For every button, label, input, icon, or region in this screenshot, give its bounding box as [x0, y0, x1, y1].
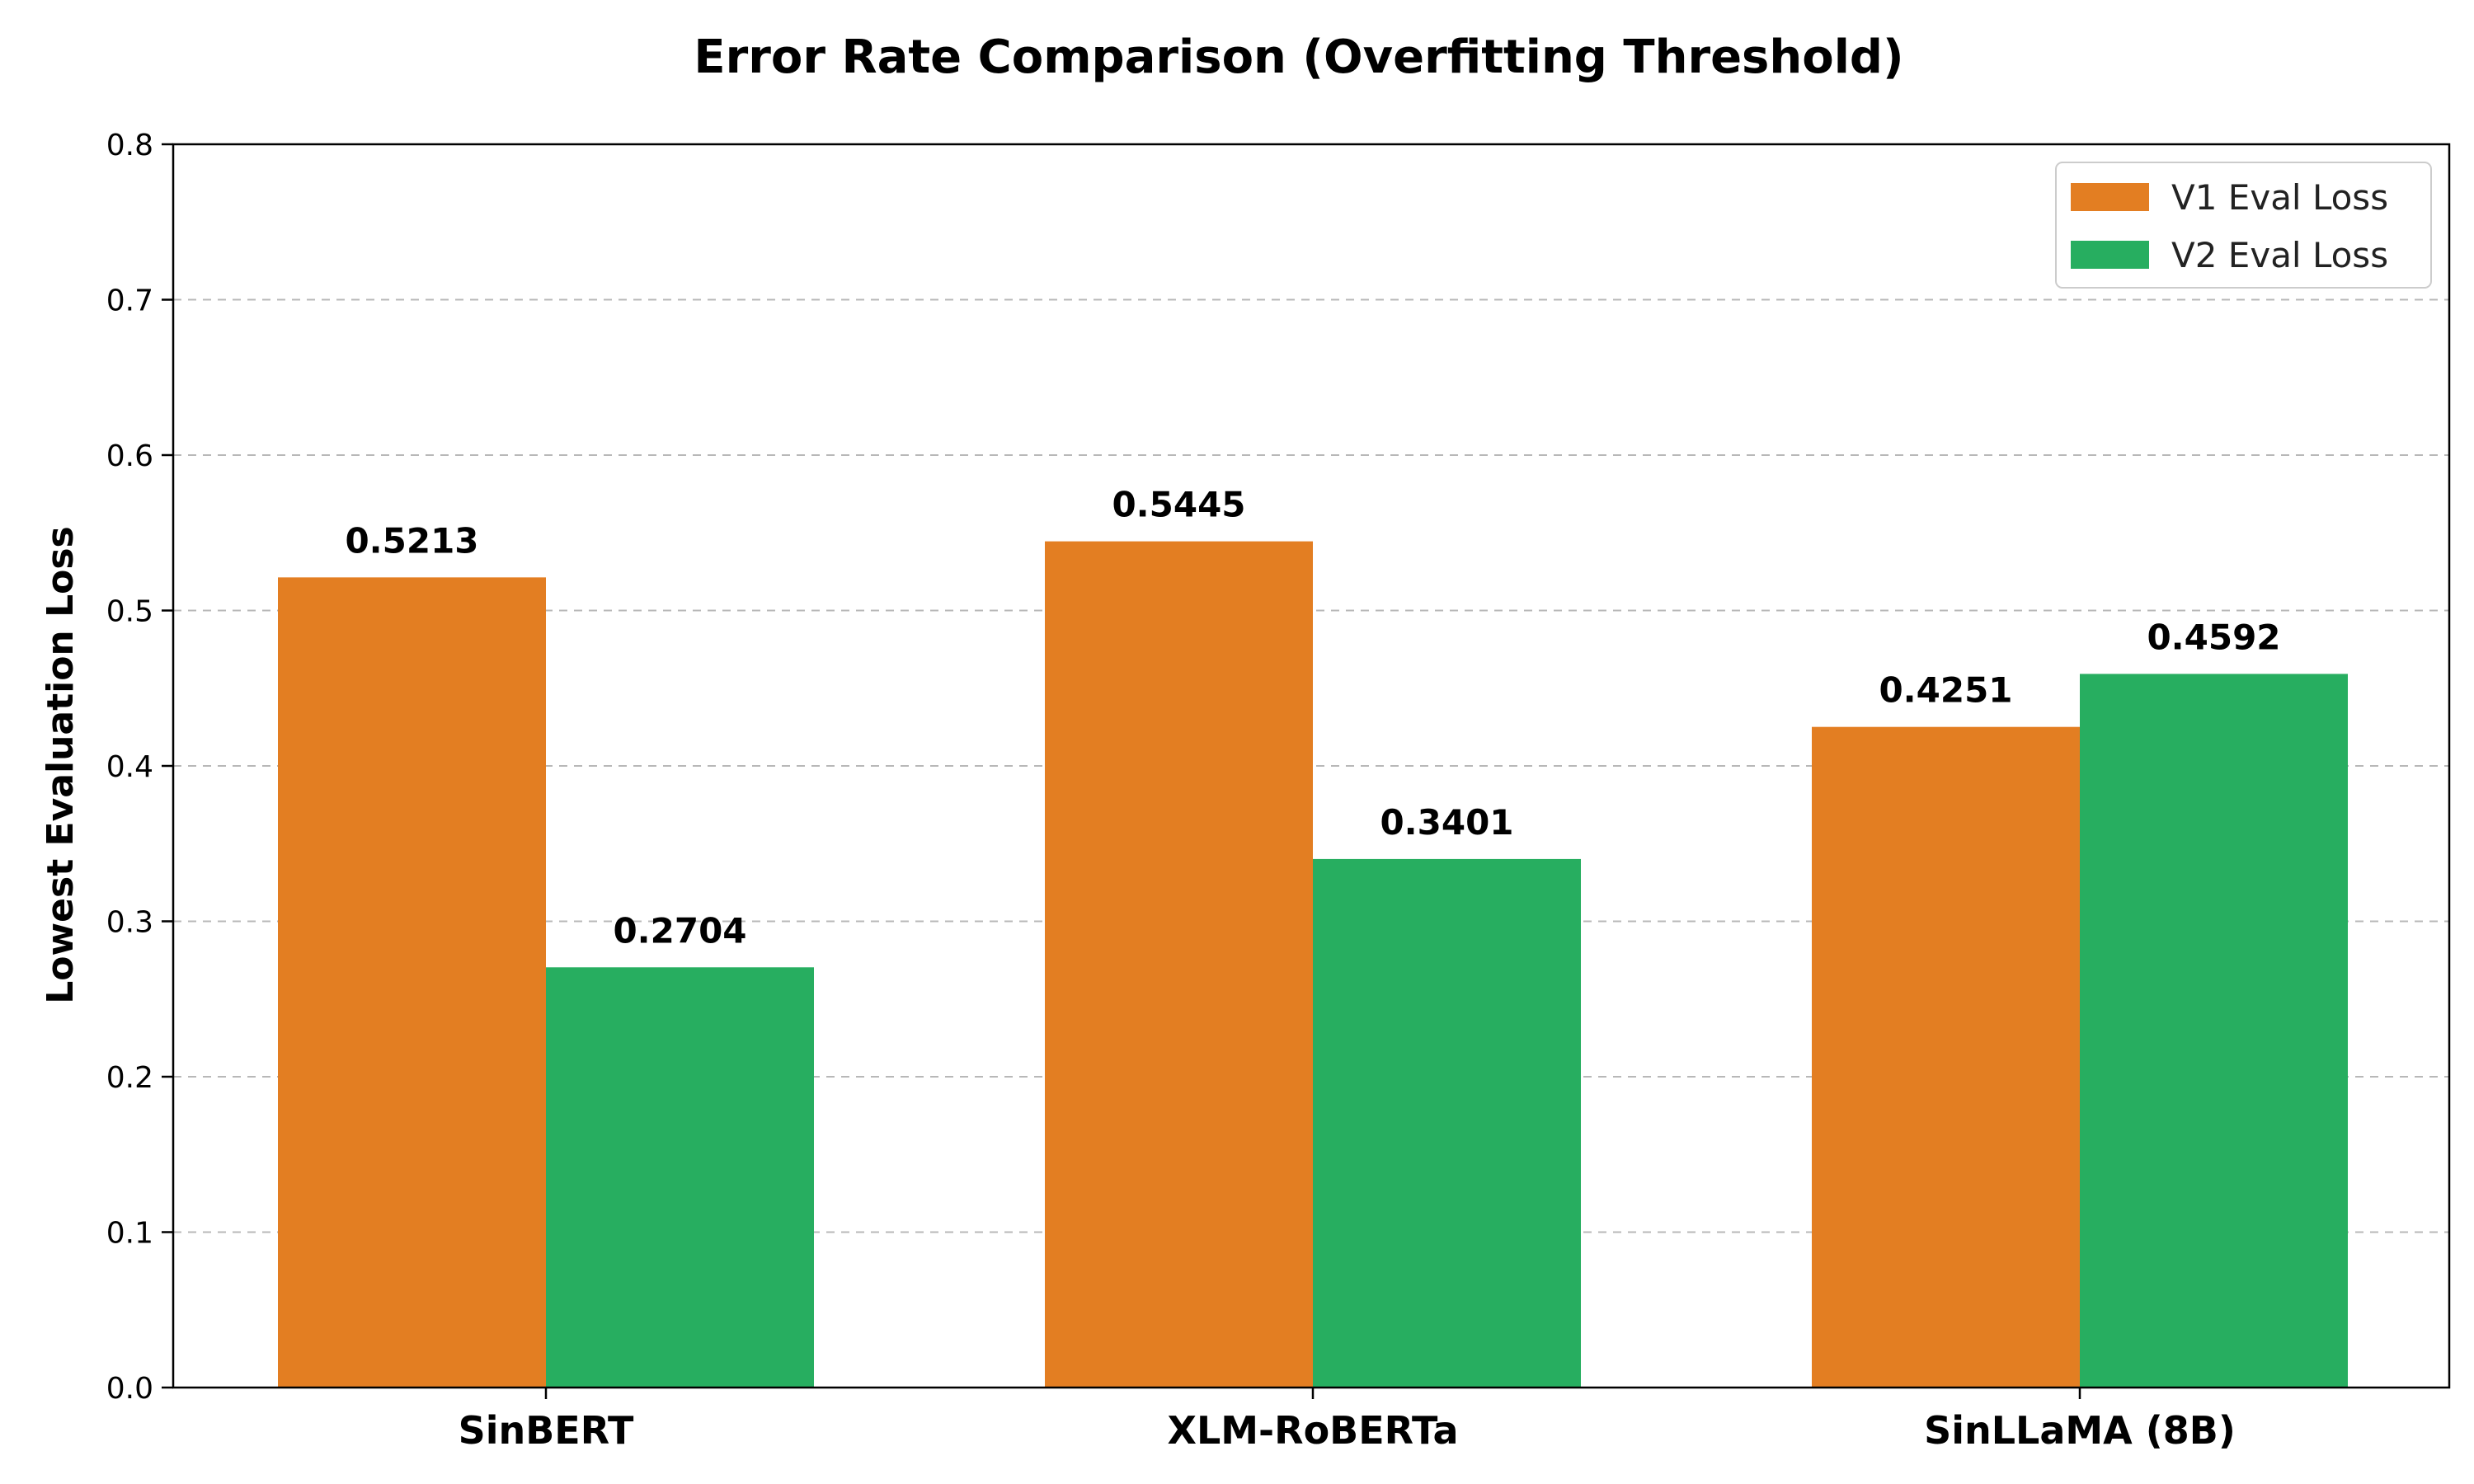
legend-label: V1 Eval Loss — [2171, 177, 2388, 218]
y-tick-label: 0.5 — [106, 595, 153, 629]
legend: V1 Eval Loss V2 Eval Loss — [2055, 162, 2432, 289]
bar-v1-eval-loss-2 — [1045, 541, 1313, 1388]
value-labels: 0.5213 0.2704 0.5445 0.3401 0.4251 0.4592 — [345, 485, 2280, 951]
y-tick-label: 0.8 — [106, 129, 153, 162]
x-tick-label: XLM-RoBERTa — [1168, 1408, 1459, 1453]
x-axis-ticks: SinBERT XLM-RoBERTa SinLLaMA (8B) — [459, 1388, 2236, 1453]
bar-v2-eval-loss-1 — [546, 967, 814, 1388]
y-tick-label: 0.4 — [106, 750, 153, 784]
legend-label: V2 Eval Loss — [2171, 235, 2388, 275]
value-label: 0.2704 — [613, 910, 746, 951]
value-label: 0.5445 — [1112, 485, 1245, 525]
y-tick-label: 0.7 — [106, 284, 153, 318]
bar-v1-eval-loss-1 — [278, 577, 546, 1388]
y-tick-label: 0.3 — [106, 906, 153, 940]
y-tick-label: 0.2 — [106, 1061, 153, 1095]
y-tick-label: 0.6 — [106, 439, 153, 473]
legend-box — [2055, 162, 2432, 289]
bar-v1-eval-loss-3 — [1812, 726, 2080, 1388]
bar-v2-eval-loss-3 — [2080, 674, 2348, 1388]
bar-v2-eval-loss-2 — [1313, 858, 1581, 1388]
bars — [278, 541, 2348, 1388]
legend-swatch — [2071, 183, 2149, 211]
value-label: 0.4251 — [1879, 670, 2012, 711]
y-axis-ticks: 0.0 0.1 0.2 0.3 0.4 0.5 0.6 0.7 0.8 — [106, 129, 173, 1406]
value-label: 0.5213 — [345, 520, 478, 561]
y-axis-label: Lowest Evaluation Loss — [40, 526, 82, 1003]
x-tick-label: SinLLaMA (8B) — [1924, 1408, 2236, 1453]
x-tick-label: SinBERT — [459, 1408, 634, 1453]
chart-title: Error Rate Comparison (Overfitting Thres… — [694, 31, 1903, 84]
value-label: 0.3401 — [1380, 802, 1513, 843]
legend-swatch — [2071, 241, 2149, 269]
y-tick-label: 0.1 — [106, 1217, 153, 1251]
value-label: 0.4592 — [2147, 617, 2280, 657]
y-tick-label: 0.0 — [106, 1372, 153, 1406]
